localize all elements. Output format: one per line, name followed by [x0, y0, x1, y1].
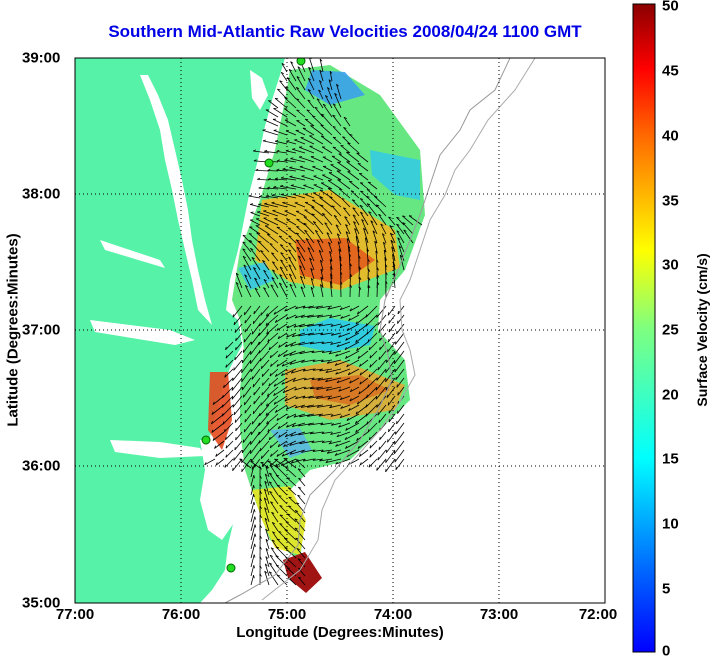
colorbar-tick: 35: [662, 193, 679, 210]
velocity-arrowhead: [236, 437, 237, 440]
velocity-arrowhead: [274, 130, 277, 131]
velocity-arrowhead: [233, 314, 234, 317]
y-tick-label: 39:00: [22, 50, 60, 67]
velocity-arrowhead: [234, 368, 235, 371]
velocity-arrowhead: [233, 468, 234, 471]
velocity-arrowhead: [304, 217, 307, 218]
velocity-arrowhead: [234, 458, 235, 461]
velocity-arrowhead: [254, 311, 255, 314]
colorbar-tick: 40: [662, 128, 679, 145]
velocity-arrowhead: [234, 322, 235, 325]
velocity-arrowhead: [235, 420, 236, 423]
velocity-arrowhead: [234, 412, 235, 415]
velocity-arrowhead: [297, 110, 300, 111]
velocity-arrowhead: [253, 321, 254, 324]
velocity-arrowhead: [397, 331, 398, 334]
velocity-arrowhead: [341, 145, 344, 146]
velocity-arrowhead: [254, 392, 255, 395]
colorbar-tick: 45: [662, 63, 679, 80]
velocity-arrowhead: [338, 180, 341, 181]
x-tick-label: 74:00: [374, 606, 412, 623]
velocity-arrowhead: [349, 181, 352, 182]
velocity-arrowhead: [380, 347, 381, 350]
velocity-arrowhead: [253, 384, 254, 387]
velocity-arrowhead: [395, 341, 396, 344]
velocity-arrowhead: [303, 185, 306, 186]
velocity-arrowhead: [257, 212, 260, 213]
velocity-arrowhead: [236, 338, 237, 341]
velocity-arrowhead: [378, 322, 379, 325]
velocity-arrowhead: [379, 357, 380, 360]
station-marker: [227, 564, 235, 572]
velocity-arrowhead: [235, 357, 236, 360]
colorbar-tick: 10: [662, 516, 679, 533]
velocity-arrowhead: [233, 404, 234, 407]
station-marker: [202, 436, 210, 444]
velocity-arrowhead: [305, 119, 308, 120]
velocity-arrowhead: [357, 153, 360, 154]
velocity-arrowhead: [235, 447, 236, 450]
velocity-arrowhead: [282, 202, 285, 203]
velocity-arrowhead: [263, 211, 266, 212]
x-tick-label: 73:00: [480, 606, 518, 623]
velocity-arrowhead: [257, 233, 260, 234]
velocity-arrowhead: [251, 212, 254, 213]
colorbar-tick: 20: [662, 387, 679, 404]
x-tick-label: 75:00: [268, 606, 306, 623]
x-tick-label: 72:00: [579, 606, 617, 623]
colorbar-label: Surface Velocity (cm/s): [694, 253, 710, 406]
velocity-arrowhead: [236, 347, 237, 350]
x-tick-label: 77:00: [56, 606, 94, 623]
colorbar: [633, 4, 655, 652]
velocity-arrowhead: [397, 384, 398, 387]
colorbar-tick: 30: [662, 257, 679, 274]
velocity-arrowhead: [368, 182, 371, 183]
x-tick-label: 76:00: [162, 606, 200, 623]
velocity-arrow: [268, 171, 279, 172]
velocity-arrowhead: [236, 428, 237, 431]
x-axis-label: Longitude (Degrees:Minutes): [75, 624, 605, 641]
velocity-arrowhead: [252, 377, 253, 380]
velocity-arrowhead: [378, 367, 379, 370]
velocity-arrowhead: [240, 459, 243, 460]
velocity-arrowhead: [358, 163, 361, 164]
velocity-arrowhead: [379, 447, 380, 450]
velocity-arrowhead: [273, 210, 276, 211]
colorbar-tick: 0: [662, 643, 670, 660]
velocity-arrowhead: [360, 183, 363, 184]
y-tick-label: 36:00: [22, 458, 60, 475]
y-tick-label: 35:00: [22, 595, 60, 612]
velocity-arrowhead: [267, 234, 270, 235]
station-marker: [265, 159, 273, 167]
velocity-arrowhead: [299, 157, 302, 158]
colorbar-tick: 50: [662, 0, 679, 15]
colorbar-tick: 5: [662, 581, 670, 598]
velocity-arrow: [377, 282, 378, 297]
velocity-arrowhead: [378, 457, 379, 460]
y-axis-label: Latitude (Degrees:Minutes): [5, 233, 22, 426]
velocity-arrowhead: [396, 377, 397, 380]
velocity-arrow: [268, 180, 278, 181]
colorbar-tick: 25: [662, 322, 679, 339]
velocity-arrowhead: [288, 228, 291, 229]
colorbar-tick: 15: [662, 451, 679, 468]
velocity-arrow: [359, 267, 360, 279]
y-tick-label: 37:00: [22, 322, 60, 339]
velocity-arrowhead: [252, 421, 253, 424]
y-tick-label: 38:00: [22, 186, 60, 203]
